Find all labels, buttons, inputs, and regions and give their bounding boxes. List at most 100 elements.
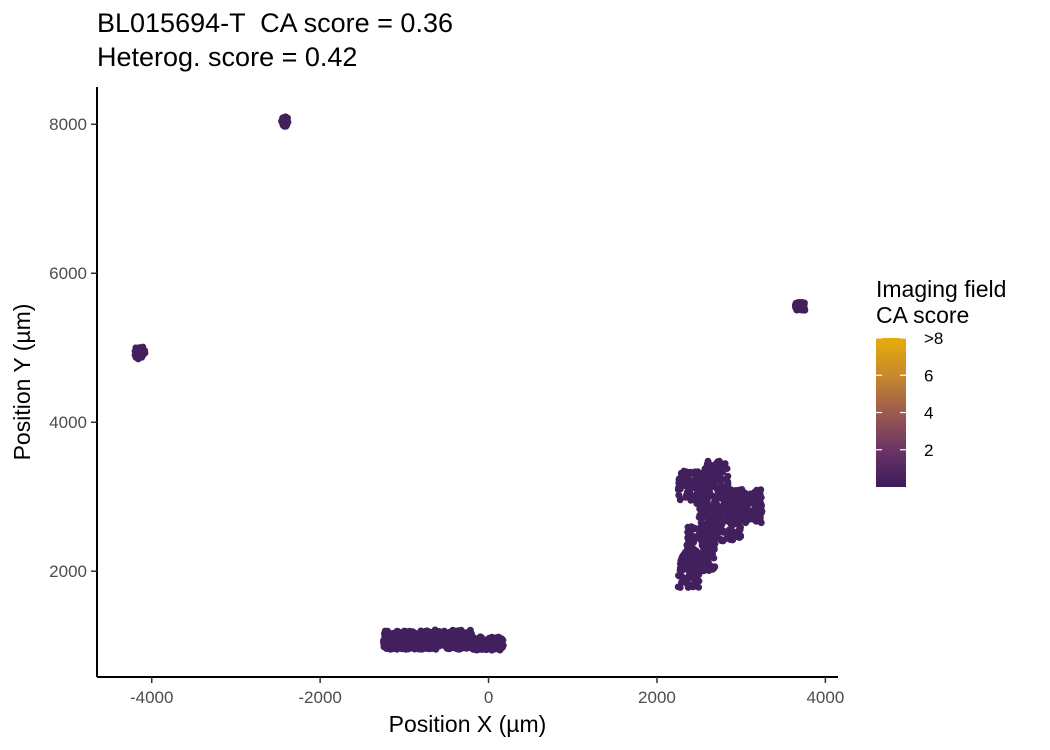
data-point: [684, 487, 692, 495]
colorbar-tick-label: >8: [924, 329, 943, 348]
data-point: [707, 547, 715, 554]
data-point: [721, 460, 729, 467]
y-tick-label: 2000: [49, 562, 87, 581]
x-tick-label: -2000: [298, 688, 341, 707]
data-point: [402, 642, 410, 650]
data-point: [720, 483, 728, 491]
data-point: [722, 516, 730, 524]
data-point: [713, 485, 721, 493]
data-point: [693, 566, 701, 573]
data-point: [799, 303, 807, 311]
data-point: [728, 522, 736, 530]
data-point: [677, 485, 684, 493]
data-point: [737, 532, 744, 540]
y-axis-label: Position Y (µm): [9, 304, 35, 461]
data-point: [752, 514, 760, 522]
data-point: [440, 637, 448, 644]
data-point: [389, 645, 397, 653]
data-point: [417, 645, 425, 653]
data-point: [678, 475, 686, 483]
data-point: [719, 527, 727, 534]
data-point: [720, 495, 727, 503]
y-ticks: 2000 4000 6000 8000: [49, 115, 97, 581]
x-tick-label: 4000: [806, 688, 844, 707]
x-tick-label: -4000: [130, 688, 173, 707]
data-point: [704, 495, 711, 503]
data-point: [717, 478, 724, 485]
data-point: [489, 640, 497, 648]
legend-title-line1: Imaging field: [876, 276, 1007, 302]
data-point: [723, 535, 730, 542]
data-point: [723, 475, 731, 483]
data-point: [707, 511, 715, 518]
data-point: [757, 494, 765, 501]
data-point: [686, 470, 694, 478]
data-point: [430, 643, 437, 651]
data-point: [688, 554, 696, 562]
data-point: [694, 469, 702, 477]
colorbar-tick-label: 2: [924, 441, 933, 460]
data-point: [498, 644, 506, 652]
x-tick-label: 0: [484, 688, 493, 707]
data-point: [453, 639, 461, 647]
data-point: [698, 527, 706, 535]
data-point: [757, 506, 765, 514]
data-point: [732, 513, 740, 520]
data-point: [675, 492, 683, 499]
data-point: [691, 546, 698, 554]
data-point: [464, 629, 471, 637]
data-point: [756, 486, 764, 494]
data-point: [470, 644, 478, 651]
x-ticks: -4000 -2000 0 2000 4000: [130, 677, 844, 707]
data-point: [683, 541, 691, 549]
data-point: [682, 494, 690, 501]
data-point: [737, 508, 745, 516]
data-point: [695, 584, 703, 591]
data-point: [707, 565, 715, 573]
data-point: [384, 631, 392, 638]
data-point: [712, 474, 719, 481]
data-point: [405, 637, 412, 644]
data-point: [472, 635, 479, 643]
chart-title-line1: BL015694-T CA score = 0.36: [97, 8, 453, 38]
data-point: [416, 632, 424, 640]
data-point: [687, 496, 695, 504]
data-point: [453, 644, 461, 652]
data-point: [698, 555, 706, 563]
data-point: [719, 468, 727, 476]
chart-title-line2: Heterog. score = 0.42: [97, 42, 358, 72]
data-point: [741, 515, 748, 523]
data-point: [727, 494, 735, 502]
data-point: [448, 628, 455, 635]
data-point: [707, 480, 715, 488]
data-point: [735, 486, 743, 494]
y-tick-label: 6000: [49, 264, 87, 283]
data-point: [698, 513, 706, 521]
data-point: [481, 643, 489, 650]
data-point: [692, 559, 699, 567]
x-axis-label: Position X (µm): [389, 711, 547, 737]
data-point: [499, 636, 507, 644]
y-tick-label: 8000: [49, 115, 87, 134]
data-point: [698, 537, 706, 545]
colorbar-ticks: 2 4 6 >8: [876, 329, 943, 460]
data-point: [683, 554, 691, 562]
data-point: [413, 638, 421, 646]
data-point: [713, 459, 721, 466]
data-point: [686, 534, 694, 541]
data-point: [725, 529, 733, 537]
x-tick-label: 2000: [638, 688, 676, 707]
data-point: [711, 516, 718, 524]
colorbar-tick-label: 4: [924, 404, 933, 423]
data-point: [390, 635, 398, 642]
colorbar-tick-label: 6: [924, 366, 933, 385]
points-layer: [131, 113, 809, 654]
y-tick-label: 4000: [49, 413, 87, 432]
data-point: [706, 463, 714, 471]
data-point: [423, 627, 431, 635]
data-point: [429, 628, 437, 636]
data-point: [733, 499, 740, 506]
data-point: [488, 633, 496, 641]
data-point: [744, 498, 751, 506]
